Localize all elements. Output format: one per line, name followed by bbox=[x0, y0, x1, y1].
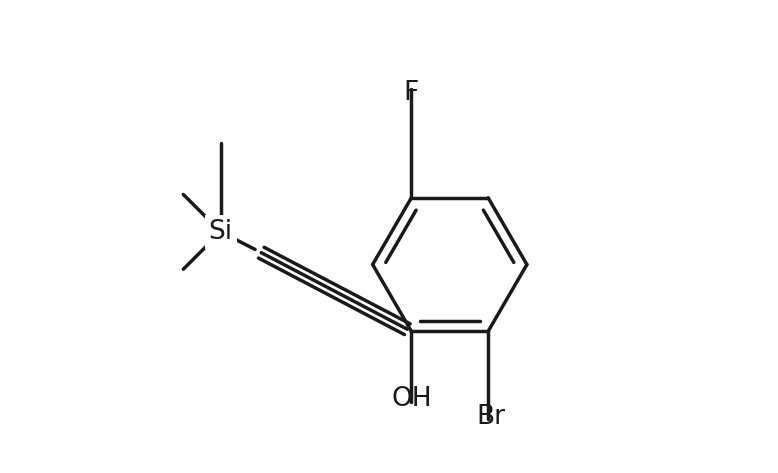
Text: Si: Si bbox=[209, 219, 233, 245]
Text: OH: OH bbox=[391, 386, 432, 412]
Text: F: F bbox=[404, 80, 419, 106]
Text: Br: Br bbox=[476, 404, 505, 430]
